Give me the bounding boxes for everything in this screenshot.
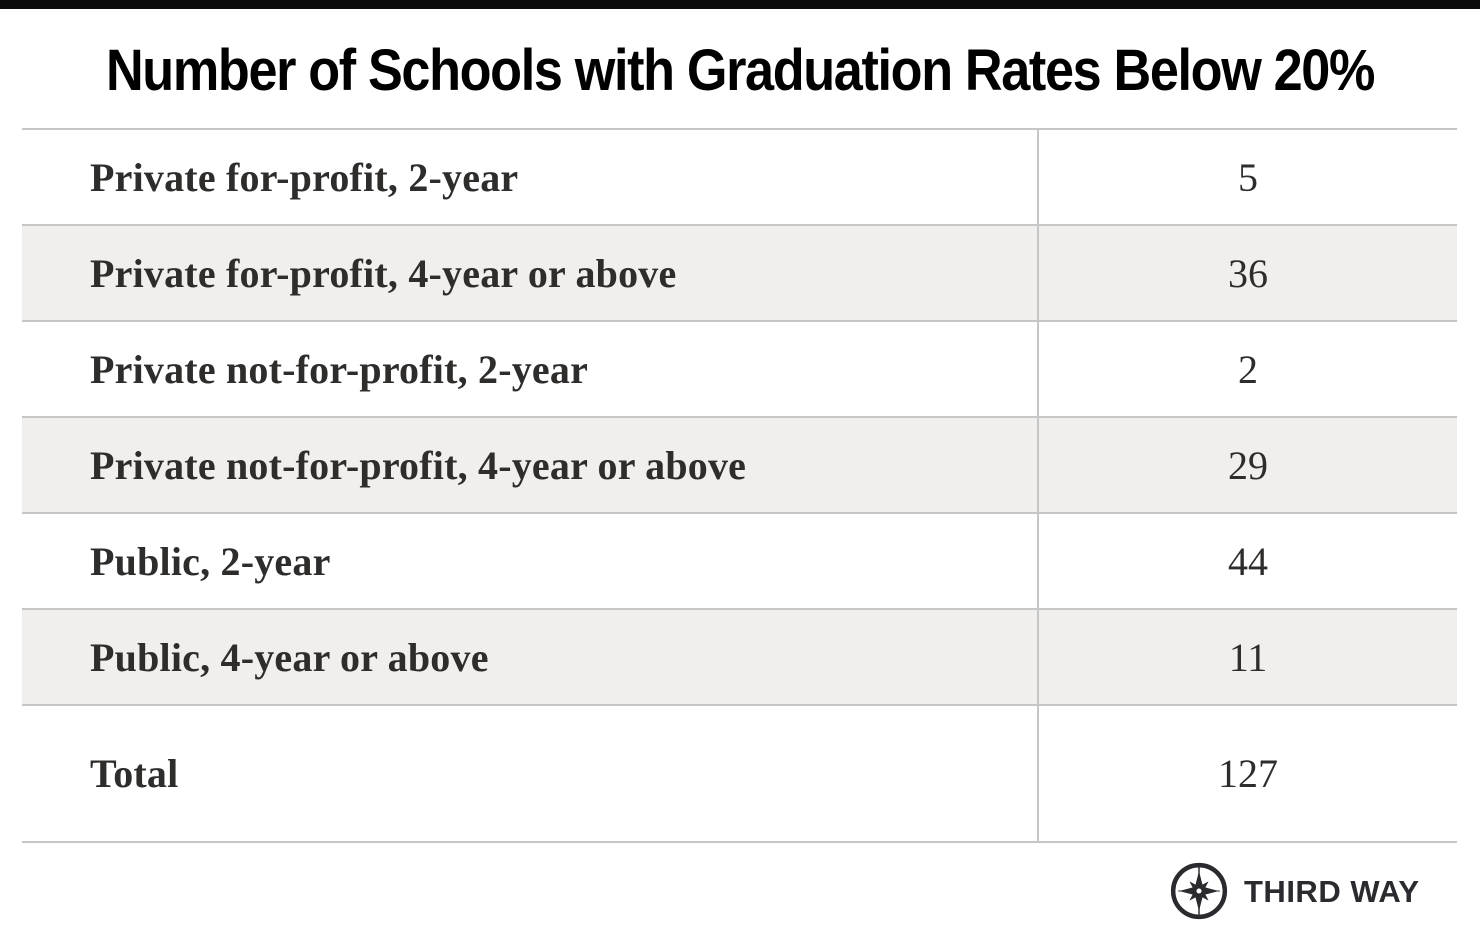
row-label: Public, 4-year or above [90, 634, 489, 680]
table-row: Private for-profit, 2-year 5 [22, 128, 1457, 224]
table-row: Private not-for-profit, 2-year 2 [22, 320, 1457, 416]
row-label: Private for-profit, 4-year or above [90, 250, 677, 296]
compass-rose-icon [1170, 862, 1228, 920]
row-value: 5 [1037, 130, 1457, 224]
schools-table: Private for-profit, 2-year 5 Private for… [22, 128, 1457, 843]
row-value: 127 [1037, 706, 1457, 841]
brand-logo: THIRD WAY [1170, 862, 1420, 920]
table-row-total: Total 127 [22, 704, 1457, 843]
row-value: 29 [1037, 418, 1457, 512]
table-row: Public, 2-year 44 [22, 512, 1457, 608]
row-value: 36 [1037, 226, 1457, 320]
row-value: 11 [1037, 610, 1457, 704]
row-label: Total [90, 751, 179, 796]
table-row: Private not-for-profit, 4-year or above … [22, 416, 1457, 512]
row-value: 2 [1037, 322, 1457, 416]
row-label: Private not-for-profit, 4-year or above [90, 442, 747, 488]
row-label: Private for-profit, 2-year [90, 154, 519, 200]
row-label: Private not-for-profit, 2-year [90, 346, 589, 392]
row-value: 44 [1037, 514, 1457, 608]
table-row: Private for-profit, 4-year or above 36 [22, 224, 1457, 320]
page-title: Number of Schools with Graduation Rates … [105, 38, 1375, 103]
row-label: Public, 2-year [90, 538, 331, 584]
brand-name: THIRD WAY [1244, 874, 1420, 909]
top-accent-bar [0, 0, 1480, 9]
table-row: Public, 4-year or above 11 [22, 608, 1457, 704]
